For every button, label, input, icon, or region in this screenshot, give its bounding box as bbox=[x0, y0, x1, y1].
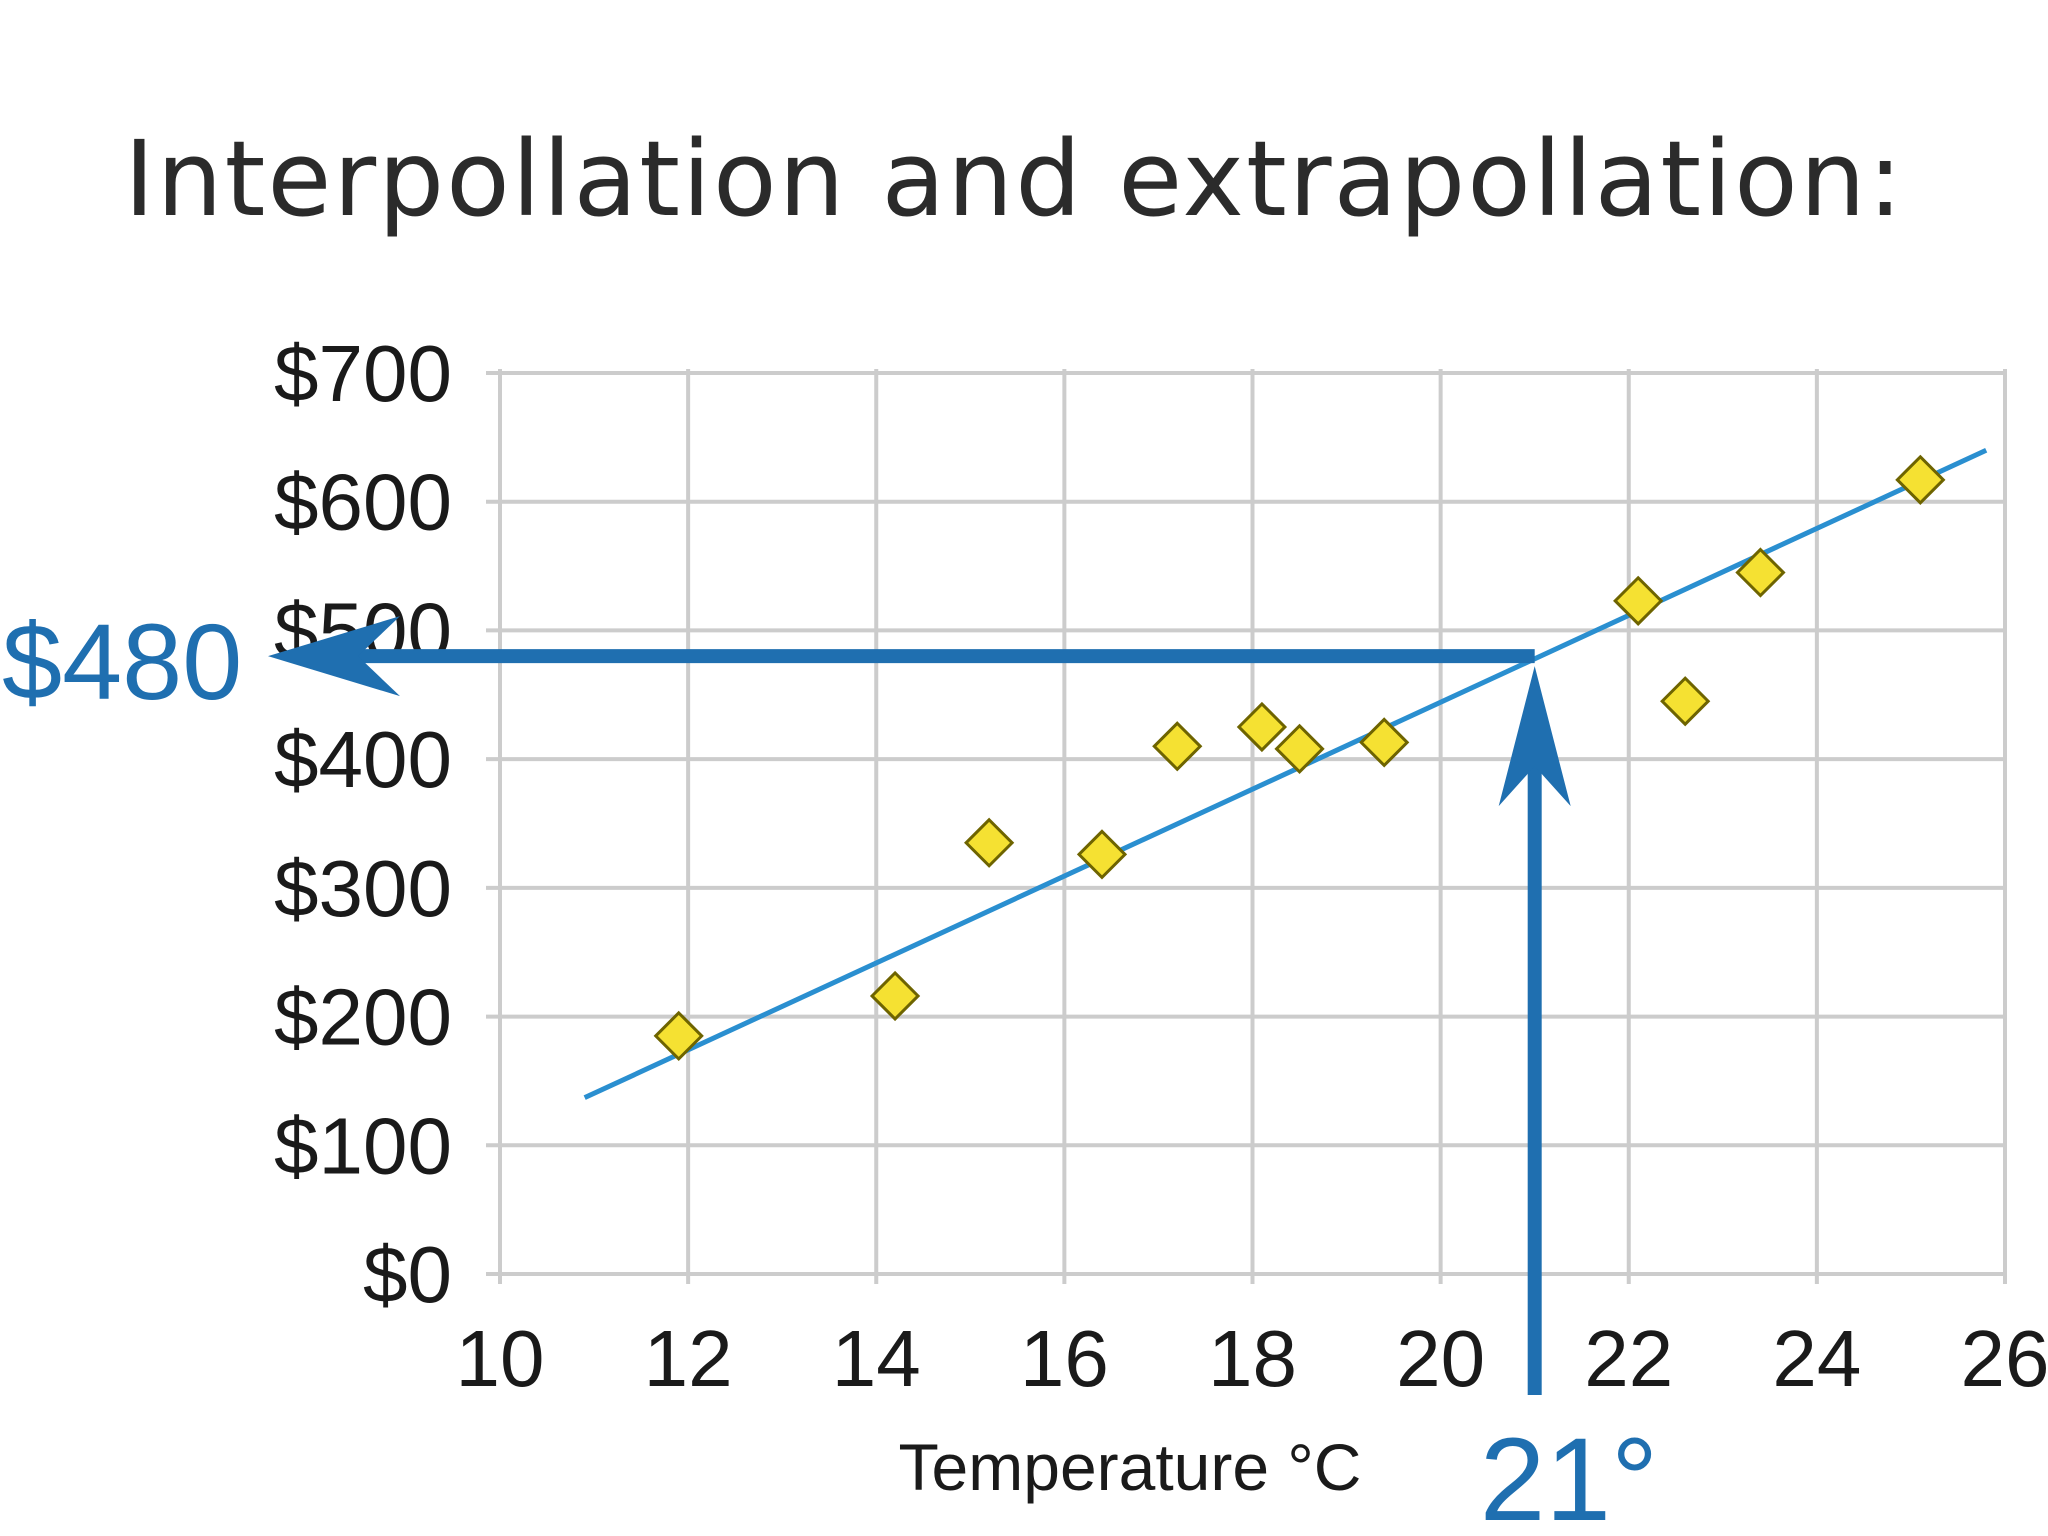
data-point bbox=[1236, 701, 1288, 753]
data-point bbox=[1895, 454, 1946, 505]
x-tick-label: 10 bbox=[456, 1314, 545, 1403]
data-point bbox=[1152, 721, 1203, 772]
x-tick-label: 18 bbox=[1208, 1314, 1297, 1403]
x-tick-label: 26 bbox=[1961, 1314, 2048, 1403]
data-point bbox=[1735, 547, 1786, 598]
x-value-annotation: 21° bbox=[1480, 1414, 1658, 1536]
data-point bbox=[1359, 717, 1410, 768]
x-tick-label: 20 bbox=[1396, 1314, 1485, 1403]
x-tick-label: 24 bbox=[1772, 1314, 1861, 1403]
y-tick-label: $300 bbox=[274, 844, 452, 933]
x-tick-label: 22 bbox=[1584, 1314, 1673, 1403]
y-tick-label: $600 bbox=[274, 458, 452, 547]
x-tick-label: 14 bbox=[832, 1314, 921, 1403]
x-tick-label: 16 bbox=[1020, 1314, 1109, 1403]
y-tick-label: $200 bbox=[274, 973, 452, 1062]
data-point bbox=[1613, 575, 1664, 626]
data-point bbox=[653, 1010, 704, 1061]
x-axis-label: Temperature °C bbox=[899, 1430, 1362, 1504]
x-tick-label: 12 bbox=[644, 1314, 733, 1403]
data-point bbox=[964, 817, 1015, 868]
data-point bbox=[1076, 829, 1128, 880]
data-point bbox=[1660, 676, 1711, 727]
y-tick-label: $100 bbox=[274, 1101, 452, 1190]
y-tick-label: $0 bbox=[363, 1230, 452, 1319]
y-tick-label: $700 bbox=[274, 329, 452, 418]
y-value-annotation: $480 bbox=[2, 601, 242, 722]
slide-title: Interpollation and extrapollation: bbox=[124, 118, 1905, 240]
horizontal-arrow-head bbox=[268, 616, 400, 697]
data-point bbox=[1274, 723, 1325, 774]
y-tick-label: $400 bbox=[274, 715, 452, 804]
vertical-arrow-head bbox=[1498, 666, 1571, 807]
data-point bbox=[869, 970, 921, 1022]
